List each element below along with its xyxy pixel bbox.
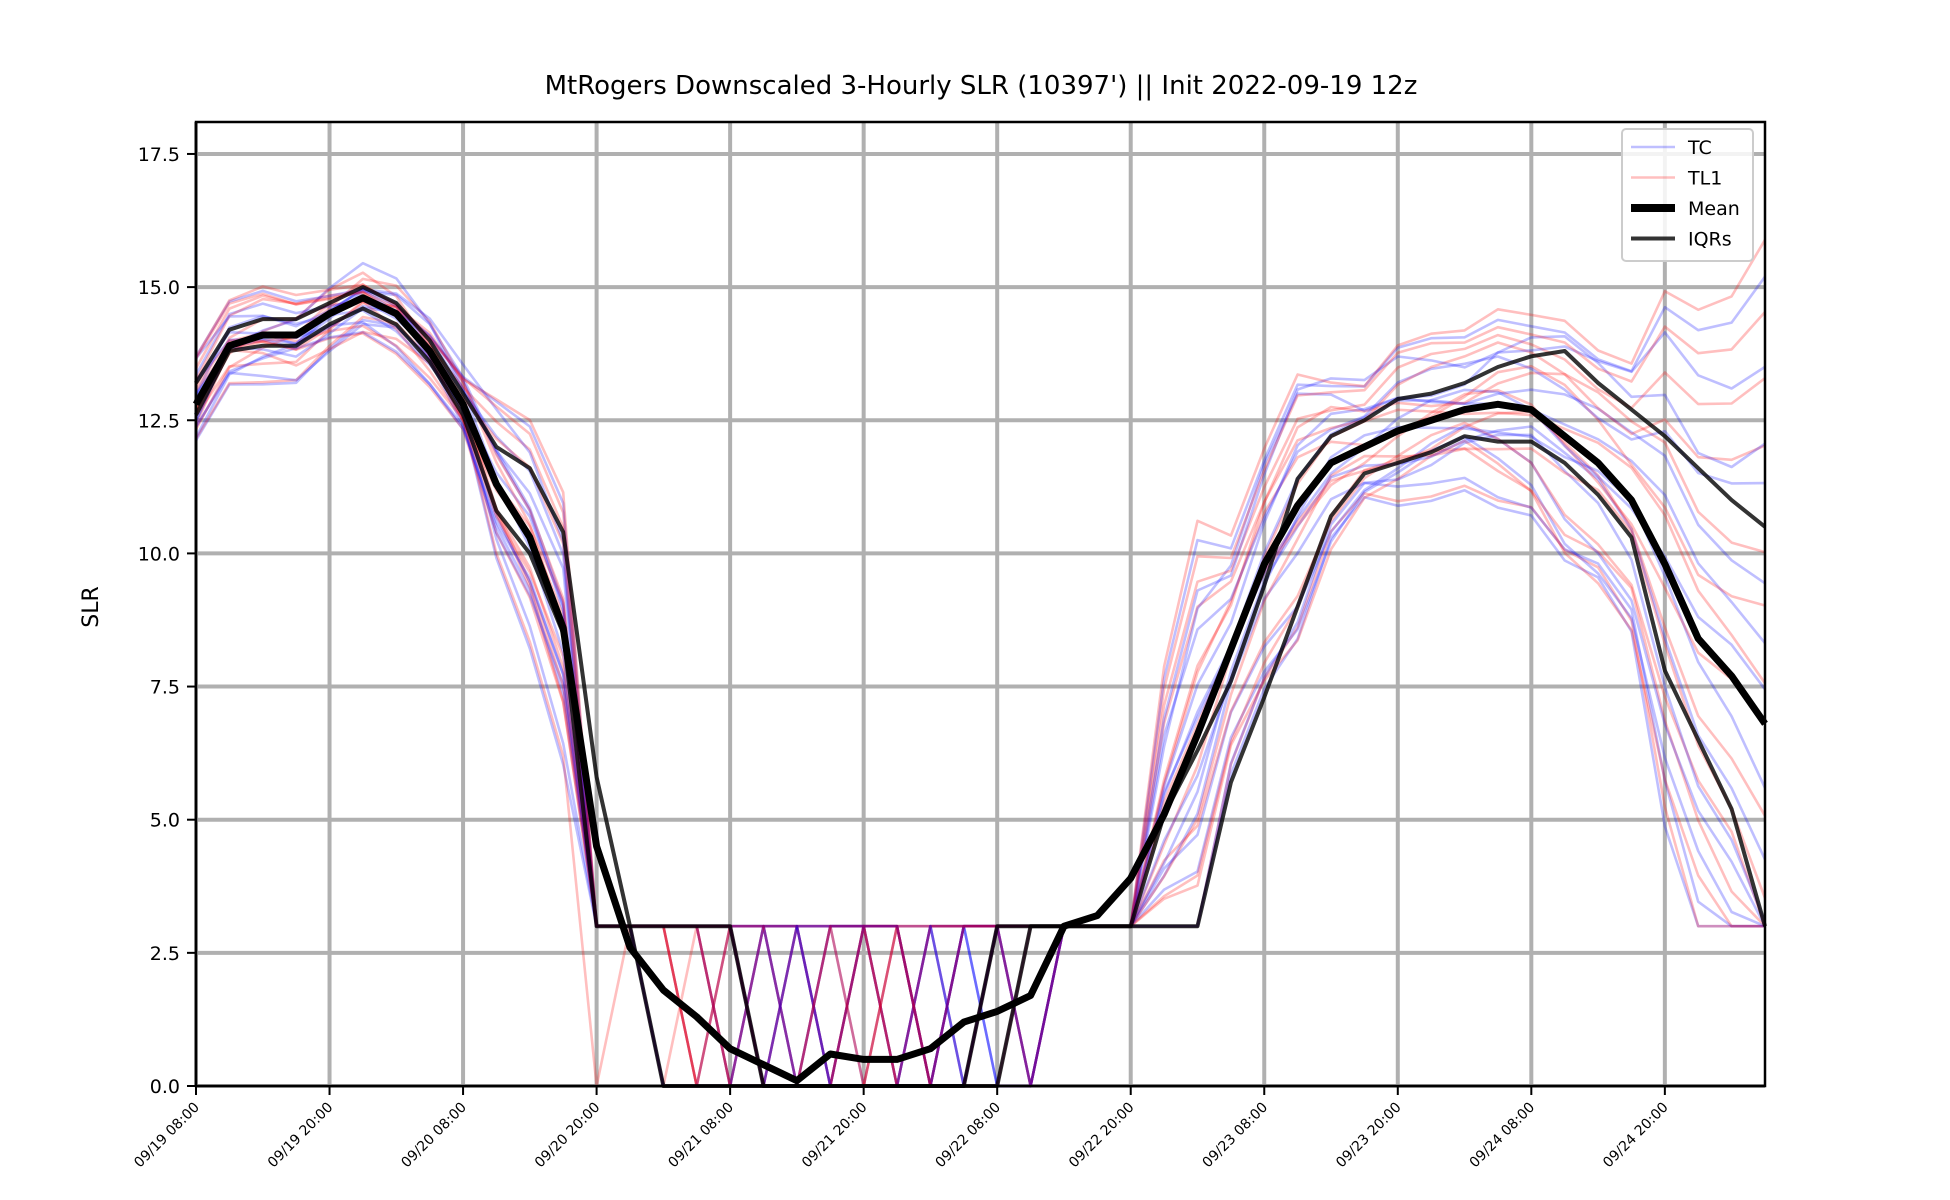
legend-box [1621,128,1754,262]
x-tick-label: 09/23 08:00 [1200,1100,1272,1172]
y-tick-label: 2.5 [150,943,180,965]
x-tick-label: 09/22 20:00 [1066,1100,1138,1172]
x-tick-label: 09/23 20:00 [1333,1100,1405,1172]
iqr-upper-line [194,285,1767,1088]
tl1-member-line [194,301,1767,1088]
legend-label: Mean [1688,198,1740,220]
legend-label: TL1 [1687,168,1722,190]
mean-line [192,294,1768,1085]
y-tick-label: 12.5 [138,410,180,432]
legend-label: TC [1687,137,1712,159]
tl1-member-line [194,277,1766,1088]
y-tick-label: 15.0 [138,277,180,299]
chart-title: MtRogers Downscaled 3-Hourly SLR (10397'… [545,71,1418,101]
tc-member-line [194,261,1766,1088]
x-tick-label: 09/21 08:00 [665,1100,737,1172]
x-tick-label: 09/22 08:00 [932,1100,1004,1172]
tl1-member-line [194,290,1766,1088]
y-tick-label: 17.5 [138,144,180,166]
legend: TC TL1 Mean IQRs [1621,128,1754,262]
x-tick-label: 09/24 20:00 [1600,1100,1672,1172]
x-tick-label: 09/19 20:00 [265,1100,337,1172]
x-tick-label: 09/20 08:00 [398,1100,470,1172]
y-tick-label: 5.0 [150,810,180,832]
x-tick-label: 09/21 20:00 [799,1100,871,1172]
legend-label: IQRs [1688,229,1732,251]
tc-member-line [194,287,1766,1088]
x-tick-label: 09/24 08:00 [1467,1100,1539,1172]
mean-series-line [192,294,1768,1085]
x-tick-label: 09/20 20:00 [532,1100,604,1172]
y-tick-label: 0.0 [150,1076,180,1098]
axes-frame [194,120,1767,1088]
tl1-member-line [194,300,1767,1088]
tl1-member-line [194,239,1767,1088]
tc-member-line [194,289,1767,1088]
y-tick-label: 7.5 [150,677,180,699]
y-axis-label: SLR [79,586,104,628]
y-tick-label: 10.0 [138,543,180,565]
grid [194,122,1765,1088]
x-tick-label: 09/19 08:00 [131,1100,203,1172]
